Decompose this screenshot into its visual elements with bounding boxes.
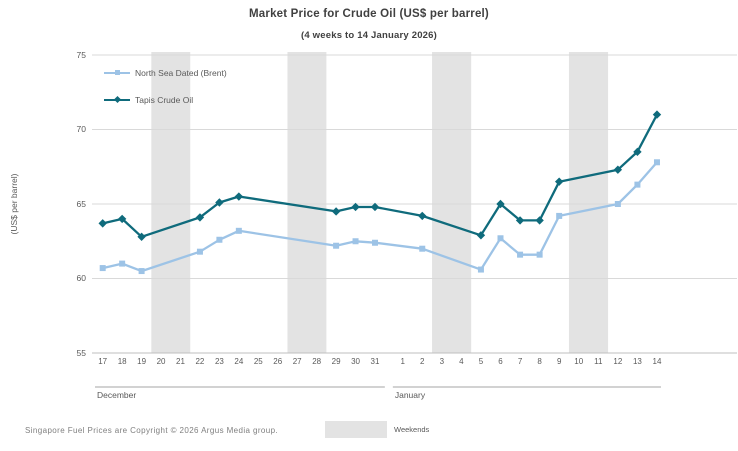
weekend-band [151, 52, 191, 353]
x-tick-label: 8 [537, 357, 542, 366]
x-tick-label: 31 [370, 357, 380, 366]
y-tick-label: 70 [76, 124, 86, 134]
x-tick-label: 25 [253, 357, 263, 366]
data-point-diamond [652, 110, 662, 119]
legend: North Sea Dated (Brent) Tapis Crude Oil [104, 59, 227, 113]
tapis-series-swatch [104, 95, 130, 104]
weekend-band [568, 52, 609, 353]
data-point-square [477, 266, 484, 273]
data-point-square [536, 251, 543, 258]
brent-series-swatch [104, 68, 130, 77]
weekend-band [287, 52, 327, 353]
x-tick-label: 20 [156, 357, 166, 366]
square-marker-icon [114, 70, 120, 75]
legend-label-brent: North Sea Dated (Brent) [135, 67, 227, 78]
weekend-label: Weekends [394, 425, 430, 434]
weekend-legend: Weekends [325, 421, 429, 438]
chart-subtitle: (4 weeks to 14 January 2026) [300, 30, 438, 41]
data-point-square [614, 201, 621, 207]
x-tick-label: 14 [652, 357, 662, 366]
data-point-square [138, 268, 145, 275]
x-tick-label: 17 [98, 357, 108, 366]
x-tick-label: 23 [214, 357, 224, 366]
legend-item-brent: North Sea Dated (Brent) [104, 59, 227, 86]
data-point-square [196, 248, 203, 255]
x-tick-label: 4 [459, 357, 464, 366]
data-point-diamond [535, 216, 544, 225]
weekend-swatch [325, 421, 387, 438]
data-point-diamond [515, 216, 525, 225]
data-point-square [119, 260, 126, 267]
legend-label-tapis: Tapis Crude Oil [135, 94, 194, 105]
x-tick-label: 26 [273, 357, 283, 366]
x-tick-label: 22 [195, 357, 205, 366]
data-point-square [372, 239, 378, 246]
legend-item-tapis: Tapis Crude Oil [104, 86, 227, 113]
data-point-diamond [496, 199, 505, 209]
data-point-diamond [195, 213, 205, 222]
x-tick-label: 11 [594, 357, 603, 366]
diamond-marker-icon [113, 95, 121, 104]
x-tick-label: 7 [517, 357, 523, 366]
y-tick-label: 55 [76, 347, 86, 358]
data-point-diamond [234, 192, 244, 201]
x-tick-label: 18 [117, 357, 127, 366]
x-tick-label: 13 [632, 357, 642, 366]
x-tick-label: 24 [234, 357, 244, 366]
data-point-diamond [418, 211, 427, 221]
data-point-diamond [351, 202, 360, 212]
data-point-diamond [117, 214, 127, 224]
x-tick-label: 19 [137, 357, 147, 366]
weekend-band [432, 52, 472, 353]
x-tick-label: 2 [420, 357, 425, 366]
data-point-square [235, 227, 242, 234]
x-tick-label: 5 [478, 357, 484, 366]
data-point-square [99, 265, 106, 272]
data-point-diamond [370, 202, 380, 212]
data-point-diamond [633, 147, 642, 157]
x-tick-label: 21 [176, 357, 185, 366]
x-tick-label: 29 [331, 357, 341, 366]
data-point-square [497, 235, 504, 242]
x-tick-label: 10 [574, 357, 584, 366]
data-point-square [517, 251, 524, 258]
series-line-square [101, 161, 659, 273]
data-point-square [419, 245, 426, 252]
data-point-diamond [613, 165, 623, 174]
y-axis-title: (US$ per barrel) [9, 173, 19, 235]
x-tick-label: 9 [556, 357, 562, 366]
data-point-diamond [137, 232, 146, 241]
data-point-square [556, 212, 563, 219]
y-tick-label: 65 [76, 198, 86, 209]
data-point-diamond [476, 231, 486, 240]
x-tick-label: 28 [312, 357, 322, 366]
data-point-square [216, 236, 223, 243]
data-point-diamond [554, 177, 564, 186]
data-point-square [352, 238, 359, 245]
x-tick-label: 3 [439, 357, 445, 366]
data-point-square [653, 159, 660, 166]
month-label: January [394, 390, 426, 400]
data-point-square [333, 242, 340, 249]
x-tick-label: 12 [613, 357, 623, 366]
x-tick-label: 1 [400, 357, 405, 366]
y-tick-label: 75 [76, 49, 86, 60]
data-point-diamond [98, 219, 107, 228]
chart-title: Market Price for Crude Oil (US$ per barr… [249, 8, 489, 20]
x-tick-label: 6 [498, 357, 503, 366]
data-point-diamond [331, 207, 341, 216]
data-point-diamond [215, 198, 224, 207]
month-label: December [97, 390, 137, 400]
y-tick-label: 60 [76, 273, 86, 283]
series-line-diamond [101, 113, 659, 238]
data-point-square [634, 181, 641, 188]
copyright-text: Singapore Fuel Prices are Copyright © 20… [25, 426, 279, 435]
x-tick-label: 30 [351, 357, 360, 366]
x-tick-label: 27 [292, 357, 302, 366]
